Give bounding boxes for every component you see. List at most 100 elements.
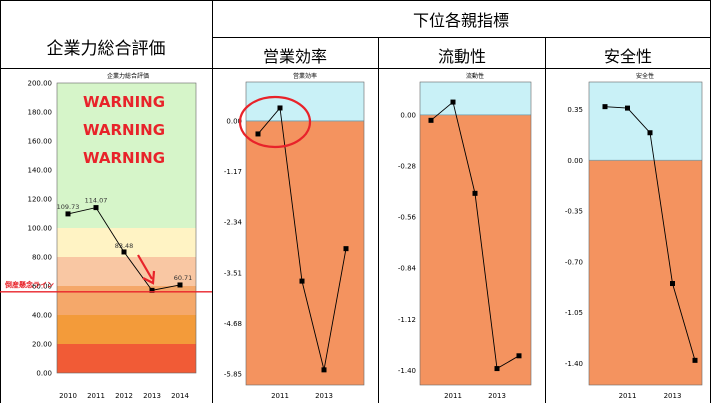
data-point	[494, 366, 500, 372]
y-tick-label: 140.00	[28, 167, 53, 175]
overall-title: 企業力総合評価	[47, 39, 166, 59]
y-tick-label: -1.40	[565, 360, 583, 368]
data-point	[299, 278, 305, 284]
x-tick-label: 2013	[664, 392, 682, 400]
x-tick-label: 2013	[143, 392, 161, 400]
data-label: 60.71	[174, 274, 193, 282]
chart-operating-efficiency: 営業効率 0.00 -1.17 -2.34 -3.51 -4.68 -5.85 2011 201…	[224, 72, 365, 400]
sub-title: 下位各親指標	[413, 11, 509, 30]
positive-zone	[246, 82, 364, 121]
chart-title: 企業力総合評価	[107, 72, 149, 80]
y-tick-label: 0.00	[400, 111, 416, 119]
data-point	[450, 99, 456, 105]
band-5	[57, 344, 196, 373]
y-tick-label: -0.70	[565, 258, 583, 266]
band-3	[57, 286, 196, 315]
threshold-label: 倒産懸念ライン	[4, 280, 54, 289]
data-point	[692, 357, 698, 363]
chart-title: 安全性	[636, 72, 654, 80]
data-point	[177, 282, 183, 288]
panel-title-liquidity: 流動性	[438, 47, 486, 66]
x-tick-label: 2011	[87, 392, 105, 400]
data-point	[277, 105, 283, 111]
y-tick-label: -0.35	[565, 208, 583, 216]
y-tick-label: 200.00	[28, 80, 53, 88]
y-tick-label: 20.00	[32, 341, 52, 349]
data-point	[321, 367, 327, 373]
negative-zone	[420, 114, 531, 386]
data-point	[65, 211, 71, 217]
x-tick-label: 2011	[444, 392, 462, 400]
data-point	[472, 190, 478, 196]
data-point	[121, 249, 127, 255]
panel-title-safety: 安全性	[604, 47, 652, 66]
chart-safety: 安全性 0.35 0.00 -0.35 -0.70 -1.05 -1.40 2011 2013	[565, 72, 703, 400]
y-tick-label: 80.00	[32, 254, 52, 262]
data-point	[647, 130, 653, 136]
y-tick-label: -1.12	[398, 316, 416, 324]
plot-frame	[56, 82, 197, 374]
arrow-head	[142, 270, 156, 285]
y-tick-label: 180.00	[28, 109, 53, 117]
panel-title-operating-efficiency: 営業効率	[263, 47, 327, 66]
x-tick-label: 2010	[59, 392, 77, 400]
y-tick-label: 0.35	[567, 106, 583, 114]
negative-zone	[589, 160, 702, 385]
warning-label: WARNING	[83, 121, 165, 139]
y-tick-label: -1.17	[224, 168, 242, 176]
arrow-shaft	[137, 254, 153, 280]
x-tick-label: 2013	[488, 392, 506, 400]
x-tick-label: 2012	[115, 392, 133, 400]
y-tick-label: 0.00	[226, 117, 242, 125]
y-tick-label: 0.00	[36, 370, 52, 378]
y-tick-label: -4.68	[224, 320, 242, 328]
data-point	[93, 205, 99, 211]
data-point	[149, 287, 155, 293]
data-point	[255, 131, 261, 137]
y-tick-label: -5.85	[224, 371, 242, 379]
warning-label: WARNING	[83, 149, 165, 167]
data-point	[343, 246, 349, 252]
chart-liquidity: 流動性 0.00 -0.28 -0.56 -0.84 -1.12 -1.40 2011 2013	[398, 72, 532, 400]
data-label: 83.48	[115, 242, 134, 250]
data-point	[516, 353, 522, 359]
chart-title: 流動性	[466, 72, 484, 80]
y-tick-label: 40.00	[32, 312, 52, 320]
chart-title: 営業効率	[293, 72, 317, 80]
chart-overall-evaluation: 企業力総合評価 200.00 180.00 160.00 140.00 120.00 100…	[0, 72, 212, 400]
plot-frame	[245, 81, 365, 386]
y-tick-label: 60.00	[32, 283, 52, 291]
data-point	[670, 281, 675, 287]
y-tick-label: -2.34	[224, 219, 243, 227]
band-0	[57, 83, 196, 228]
plot-frame	[588, 81, 703, 386]
positive-zone	[589, 82, 702, 161]
y-tick-label: 100.00	[28, 225, 53, 233]
y-tick-label: 0.00	[567, 157, 583, 165]
positive-zone	[420, 82, 531, 115]
x-tick-label: 2011	[619, 392, 637, 400]
x-tick-label: 2013	[315, 392, 333, 400]
band-4	[57, 315, 196, 344]
y-tick-label: -1.05	[565, 309, 583, 317]
x-tick-label: 2014	[171, 392, 189, 400]
y-tick-label: -0.84	[398, 265, 417, 273]
y-tick-label: -1.40	[398, 367, 416, 375]
warning-label: WARNING	[83, 93, 165, 111]
negative-zone	[246, 120, 364, 385]
data-point	[625, 105, 630, 111]
data-label: 109.73	[57, 203, 80, 211]
data-point	[602, 104, 608, 110]
plot-frame	[419, 81, 532, 386]
y-tick-label: -0.56	[398, 214, 417, 222]
x-tick-label: 2011	[271, 392, 289, 400]
data-point	[428, 117, 434, 123]
y-tick-label: 120.00	[28, 196, 53, 204]
y-tick-label: -3.51	[224, 269, 242, 277]
y-tick-label: 160.00	[28, 138, 53, 146]
highlight-circle	[238, 95, 312, 149]
y-tick-label: -0.28	[398, 162, 416, 170]
data-label: 114.07	[85, 197, 108, 205]
